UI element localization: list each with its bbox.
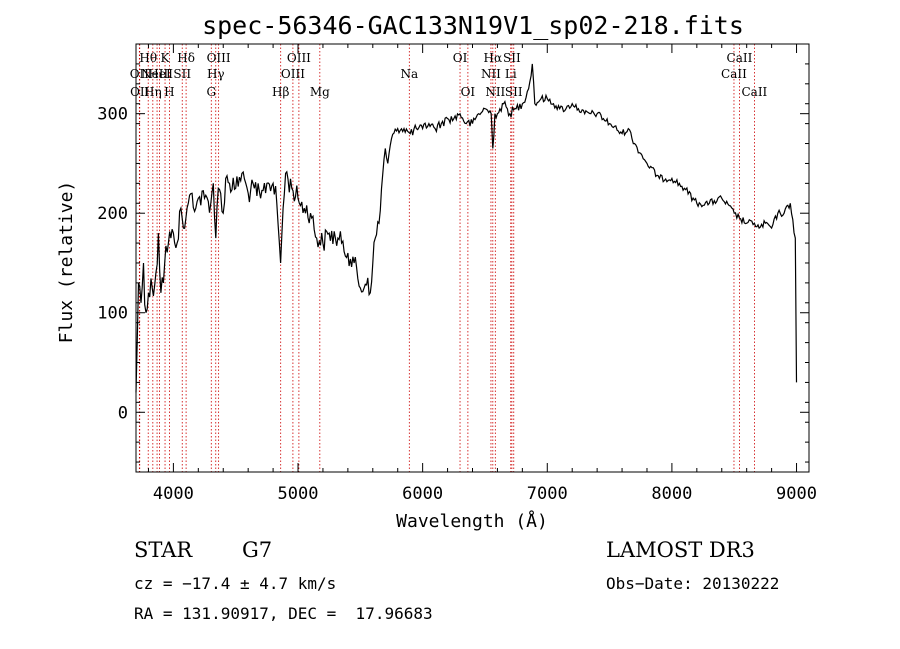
line-label: K: [161, 51, 171, 65]
y-tick-label: 300: [97, 105, 128, 125]
x-tick-label: 8000: [651, 484, 692, 504]
line-label: OIII: [281, 67, 305, 81]
line-label: OIII: [287, 51, 311, 65]
y-axis-label: Flux (relative): [56, 181, 77, 344]
x-tick-label: 4000: [153, 484, 194, 504]
line-label: NII: [481, 67, 501, 81]
x-tick-label: 6000: [402, 484, 443, 504]
spectrum-line: [135, 63, 798, 393]
chart-title: spec-56346-GAC133N19V1_sp02-218.fits: [202, 11, 744, 40]
line-label: NeIII: [141, 67, 173, 81]
x-tick-label: 9000: [776, 484, 817, 504]
y-tick-label: 100: [97, 304, 128, 324]
plot-frame: [135, 43, 810, 473]
object-subclass: G7: [242, 538, 273, 562]
line-label: OI: [453, 51, 468, 65]
line-label: CaII: [721, 67, 747, 81]
line-label: OIII: [207, 51, 231, 65]
x-tick-label: 5000: [278, 484, 319, 504]
line-label: Na: [400, 67, 418, 81]
line-label: HeI: [148, 67, 171, 81]
line-label: CaII: [727, 51, 753, 65]
y-axis: 0 100 200 300: [97, 63, 809, 463]
line-label: SII: [505, 85, 523, 99]
redshift-cz: cz = −17.4 ± 4.7 km/s: [134, 574, 337, 593]
coordinates: RA = 131.90917, DEC = 17.96683: [134, 604, 433, 623]
survey-name: LAMOST DR3: [606, 538, 755, 562]
line-label: Hθ: [139, 51, 157, 65]
object-class: STAR: [134, 538, 193, 562]
line-label: NII: [485, 85, 505, 99]
line-label: SII: [173, 67, 191, 81]
line-label: CaII: [741, 85, 767, 99]
line-label: OII: [130, 67, 150, 81]
line-label: G: [206, 85, 216, 99]
line-label: OII: [130, 85, 150, 99]
spectral-line-markers: [138, 44, 755, 472]
line-label: Hδ: [177, 51, 195, 65]
observation-date: Obs−Date: 20130222: [606, 574, 780, 593]
x-axis: 4000 5000 6000 7000 8000 9000: [147, 44, 817, 504]
line-label: OI: [461, 85, 476, 99]
line-label: Li: [505, 67, 517, 81]
x-tick-label: 7000: [527, 484, 568, 504]
line-label: Hη: [144, 85, 162, 99]
line-label: Hα: [484, 51, 503, 65]
line-label: H: [164, 85, 174, 99]
line-label: Hβ: [272, 85, 289, 99]
y-tick-label: 0: [118, 403, 128, 423]
line-label: Hγ: [207, 67, 225, 81]
y-tick-label: 200: [97, 204, 128, 224]
x-axis-label: Wavelength (Å): [396, 510, 548, 532]
line-label: Mg: [310, 85, 330, 99]
line-label: SII: [503, 51, 521, 65]
